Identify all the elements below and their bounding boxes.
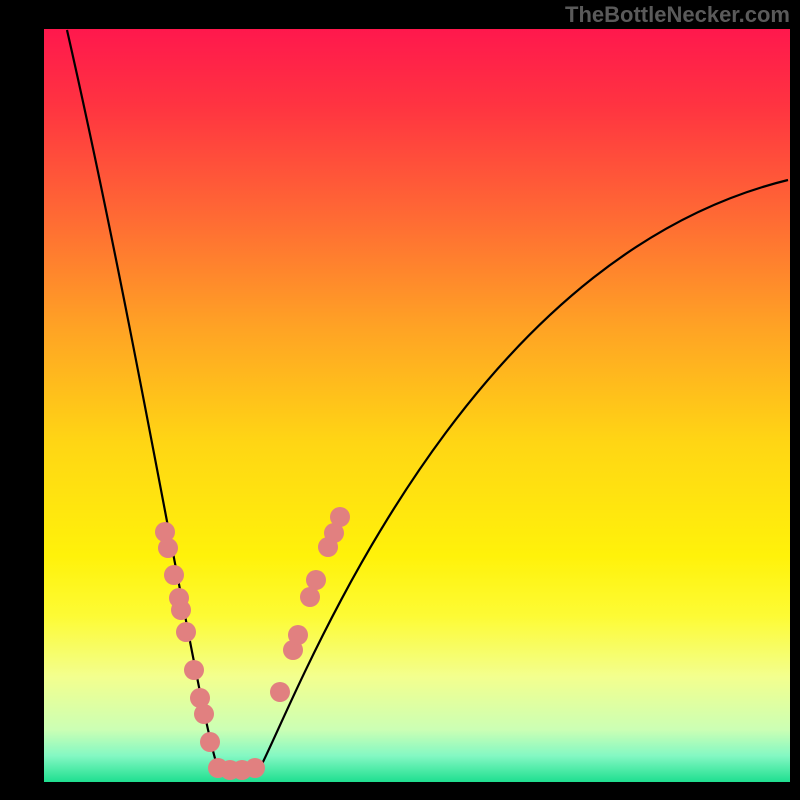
watermark-text: TheBottleNecker.com	[565, 2, 790, 27]
data-point	[184, 660, 204, 680]
data-point	[300, 587, 320, 607]
data-point	[306, 570, 326, 590]
data-point	[270, 682, 290, 702]
data-point	[171, 600, 191, 620]
data-point	[158, 538, 178, 558]
data-point	[288, 625, 308, 645]
data-point	[194, 704, 214, 724]
chart-canvas: TheBottleNecker.com	[0, 0, 800, 800]
data-point	[330, 507, 350, 527]
data-point	[200, 732, 220, 752]
data-point	[176, 622, 196, 642]
plot-area	[44, 29, 790, 782]
data-point	[245, 758, 265, 778]
data-point	[164, 565, 184, 585]
chart-svg: TheBottleNecker.com	[0, 0, 800, 800]
